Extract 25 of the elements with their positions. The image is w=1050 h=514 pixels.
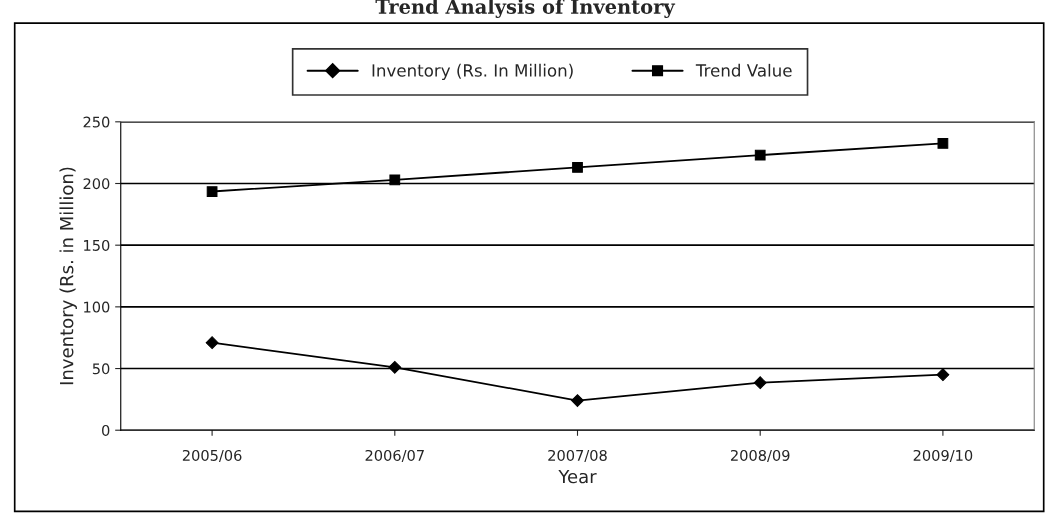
y-axis-title: Inventory (Rs. in Million): [59, 167, 77, 385]
legend-label: Trend Value: [695, 63, 792, 77]
x-tick-label: 2008/09: [730, 449, 790, 463]
point: [205, 336, 219, 350]
point: [572, 162, 583, 173]
y-tick-label: 0: [102, 424, 110, 436]
x-axis-title: Year: [558, 469, 597, 484]
x-tick-label: 2005/06: [182, 449, 242, 463]
x-tick-label: 2007/08: [548, 449, 607, 463]
point: [753, 376, 767, 390]
point: [206, 186, 218, 197]
y-tick-label: 50: [92, 363, 110, 375]
y-tick-label: 100: [84, 301, 110, 313]
point: [388, 360, 402, 374]
x-tick-label: 2006/07: [365, 449, 424, 463]
point: [571, 394, 584, 408]
y-tick-label: 250: [83, 116, 110, 128]
point: [389, 174, 401, 186]
point: [754, 149, 766, 161]
y-tick-label: 200: [83, 178, 110, 190]
x-tick-label: 2009/10: [913, 449, 973, 463]
point: [937, 138, 949, 149]
legend-label: Inventory (Rs. In Million): [372, 63, 573, 80]
y-tick-label: 150: [84, 239, 110, 251]
point: [936, 368, 950, 382]
